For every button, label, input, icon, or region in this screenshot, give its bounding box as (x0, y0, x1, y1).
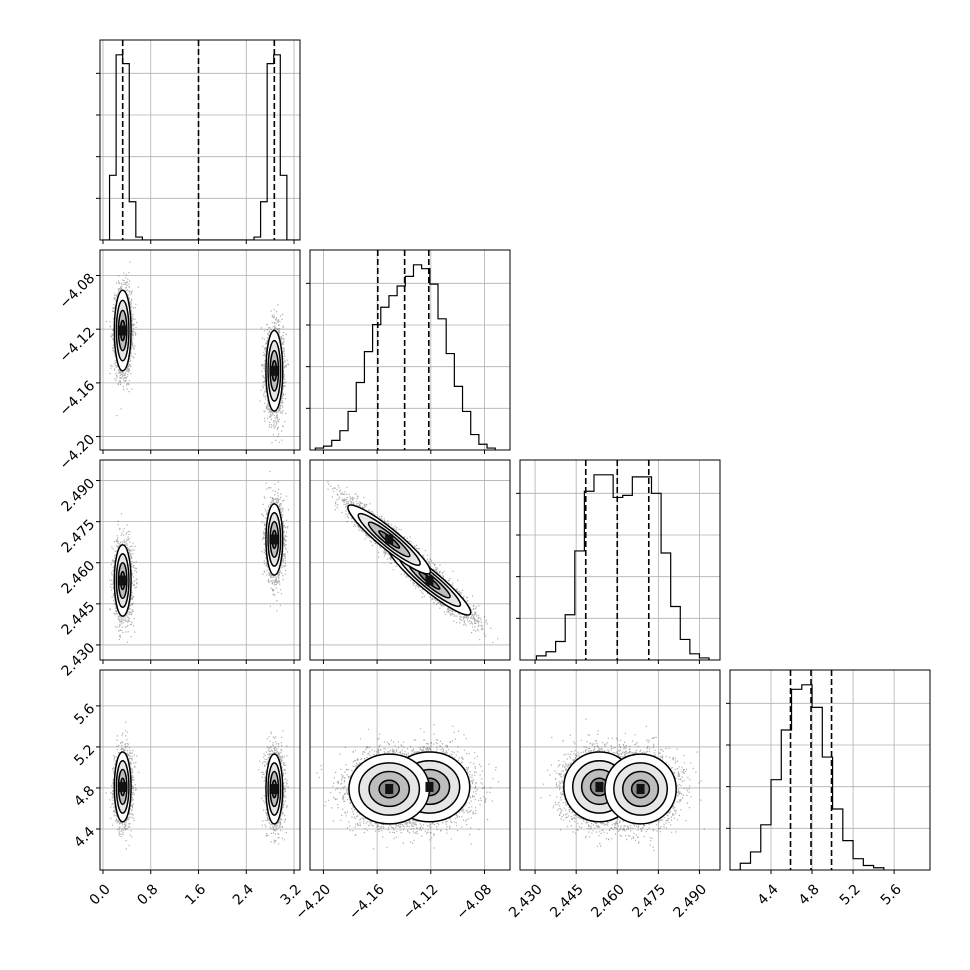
density-peak (270, 783, 279, 794)
panel-frame (519, 459, 721, 661)
grid-lines (100, 670, 300, 870)
x-tick-label: 0.8 (134, 881, 161, 908)
grid-lines (310, 250, 510, 450)
axis-ticks (516, 492, 700, 664)
y-tick-label: 4.8 (71, 783, 98, 810)
x-tick-label: 4.8 (796, 881, 823, 908)
y-tick-label: −4.20 (57, 432, 99, 474)
density-2-0 (109, 470, 289, 643)
x-tick-label: 5.2 (837, 881, 864, 908)
grid-lines (100, 40, 300, 240)
histogram-1 (314, 250, 496, 450)
y-tick-label: 2.460 (59, 558, 99, 598)
y-tick-label: 2.430 (59, 640, 99, 680)
histogram-2 (535, 460, 710, 660)
y-tick-label: 2.475 (59, 517, 99, 557)
y-tick-label: −4.12 (57, 324, 99, 366)
y-tick-label: −4.08 (57, 270, 99, 312)
histogram-step (535, 474, 710, 660)
y-tick-label: 5.2 (71, 742, 98, 769)
panel-frame (99, 459, 301, 661)
y-tick-label: 5.6 (71, 701, 98, 728)
y-tick-label: 2.445 (59, 599, 99, 639)
panel-frame (99, 39, 301, 241)
histogram-3 (730, 670, 885, 870)
y-tick-label: −4.16 (57, 378, 99, 420)
density-3-1 (316, 724, 500, 850)
panel-frame (99, 669, 301, 871)
x-tick-label: −4.16 (346, 881, 388, 923)
density-peak (636, 783, 645, 794)
grid-lines (310, 460, 510, 660)
sample-points (105, 261, 290, 444)
axis-ticks (96, 72, 295, 244)
density-peak (270, 534, 279, 545)
density-1-0 (105, 261, 290, 444)
panel-frame (519, 669, 721, 871)
density-peak (425, 781, 434, 792)
x-tick-label: −4.08 (454, 881, 496, 923)
x-tick-label: 5.6 (878, 881, 905, 908)
histogram-step (102, 54, 300, 240)
axis-ticks (534, 870, 700, 874)
x-tick-label: 1.6 (182, 881, 209, 908)
x-tick-label: 2.460 (588, 881, 628, 921)
density-3-2 (540, 718, 705, 852)
panel-frame (309, 459, 511, 661)
x-tick-label: 2.4 (230, 881, 257, 908)
axis-ticks (726, 702, 895, 874)
sample-points (105, 721, 289, 850)
axis-ticks (96, 705, 295, 874)
y-tick-label: 2.490 (59, 476, 99, 516)
grid-lines (520, 460, 720, 660)
axis-ticks (96, 480, 295, 664)
panel-frame (99, 249, 301, 451)
density-peak (118, 575, 127, 586)
x-tick-label: 2.430 (506, 881, 546, 921)
x-tick-label: 0.0 (87, 881, 114, 908)
histogram-step (730, 684, 885, 870)
panel-frame (309, 249, 511, 451)
density-peak (385, 534, 394, 545)
x-tick-label: 2.475 (629, 881, 669, 921)
density-peak (595, 781, 604, 792)
grid-lines (730, 670, 930, 870)
density-peak (118, 325, 127, 336)
density-peak (385, 783, 394, 794)
panel-frame (729, 669, 931, 871)
axis-ticks (322, 870, 485, 874)
x-tick-label: 4.4 (755, 881, 782, 908)
y-tick-label: 4.4 (71, 824, 98, 851)
density-peak (270, 365, 279, 376)
density-peak (118, 781, 127, 792)
x-tick-label: −4.12 (400, 881, 442, 923)
sample-points (109, 470, 289, 643)
histogram-0 (102, 40, 300, 240)
panel-frame (309, 669, 511, 871)
x-tick-label: 2.490 (671, 881, 711, 921)
axis-ticks (322, 660, 485, 664)
density-2-1 (327, 481, 499, 644)
axis-ticks (96, 275, 295, 454)
x-tick-label: 2.445 (547, 881, 587, 921)
axis-ticks (306, 282, 485, 454)
density-peak (425, 575, 434, 586)
density-3-0 (105, 721, 289, 850)
